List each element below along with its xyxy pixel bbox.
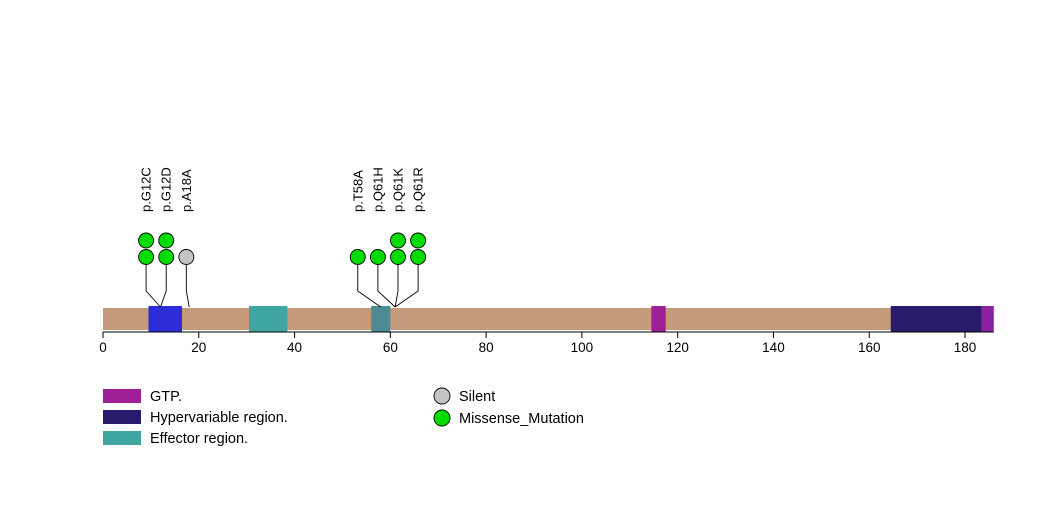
x-axis-tick-label: 160 (858, 340, 881, 355)
lollipop-stem (145, 257, 161, 308)
mutation-circle (410, 249, 427, 265)
x-axis-tick-label: 180 (954, 340, 977, 355)
domain-legend-swatch-effector (103, 431, 141, 445)
mutation-legend-circle-silent (433, 387, 451, 405)
mutation-circle (390, 232, 406, 249)
mutation-label: p.Q61K (390, 168, 405, 212)
x-axis-tick-label: 60 (383, 340, 398, 355)
domain-segment (371, 306, 391, 332)
lollipop-stem (357, 257, 382, 308)
protein-backbone (103, 308, 994, 330)
mutation-legend-label-missense: Missense_Mutation (459, 411, 584, 427)
x-axis: 0 20 40 60 80 100 120 140 160 180 (99, 331, 994, 355)
lollipop-stem (377, 257, 396, 308)
lollipop-stem (394, 257, 419, 308)
domain-legend-label-hypervariable: Hypervariable region. (150, 410, 288, 426)
mutation-circle (158, 249, 175, 265)
mutation-circle (369, 249, 386, 265)
domain-segment (981, 306, 994, 332)
domain-legend-swatch-hypervariable (103, 410, 141, 424)
x-axis-tick-label: 0 (99, 340, 107, 355)
mutation-circle (349, 249, 366, 265)
mutation-circle (138, 232, 155, 249)
x-axis-tick-label: 120 (666, 340, 689, 355)
lollipop-stem (394, 257, 399, 308)
mutation-circle (138, 249, 155, 265)
domain-segment (148, 306, 183, 332)
mutation-label: p.A18A (179, 169, 194, 212)
legend: GTP. Hypervariable region. Effector regi… (103, 387, 584, 447)
mutation-circle (178, 249, 195, 265)
mutation-legend-label-silent: Silent (459, 389, 495, 405)
domain-legend-label-effector: Effector region. (150, 431, 248, 447)
mutation-circle (410, 232, 427, 249)
x-axis-tick-label: 80 (479, 340, 494, 355)
mutation-legend-circle-missense (433, 409, 451, 427)
domain-segment (890, 306, 982, 332)
mutation-label: p.G12C (139, 167, 154, 212)
domain-legend-swatch-gtp (103, 389, 141, 403)
protein-domains (103, 306, 994, 332)
domain-legend-label-gtp: GTP. (150, 389, 182, 405)
x-axis-tick-label: 20 (191, 340, 206, 355)
mutation-circle (390, 249, 406, 265)
x-axis-tick-label: 40 (287, 340, 302, 355)
x-axis-tick-label: 100 (571, 340, 594, 355)
domain-segment (651, 306, 666, 332)
x-axis-tick-label: 140 (762, 340, 785, 355)
mutation-lollipops: p.G12C p.G12D p.A18A p.T58A p.Q61H p.Q61K p.Q6… (138, 167, 427, 308)
mutation-label: p.Q61R (411, 167, 426, 212)
lollipop-stem (160, 257, 167, 308)
mutation-label: p.T58A (350, 170, 365, 212)
mutation-label: p.G12D (159, 167, 174, 212)
mutation-label: p.Q61H (370, 167, 385, 212)
lollipop-stem (185, 257, 190, 308)
domain-segment (249, 306, 288, 332)
mutation-circle (158, 232, 175, 249)
